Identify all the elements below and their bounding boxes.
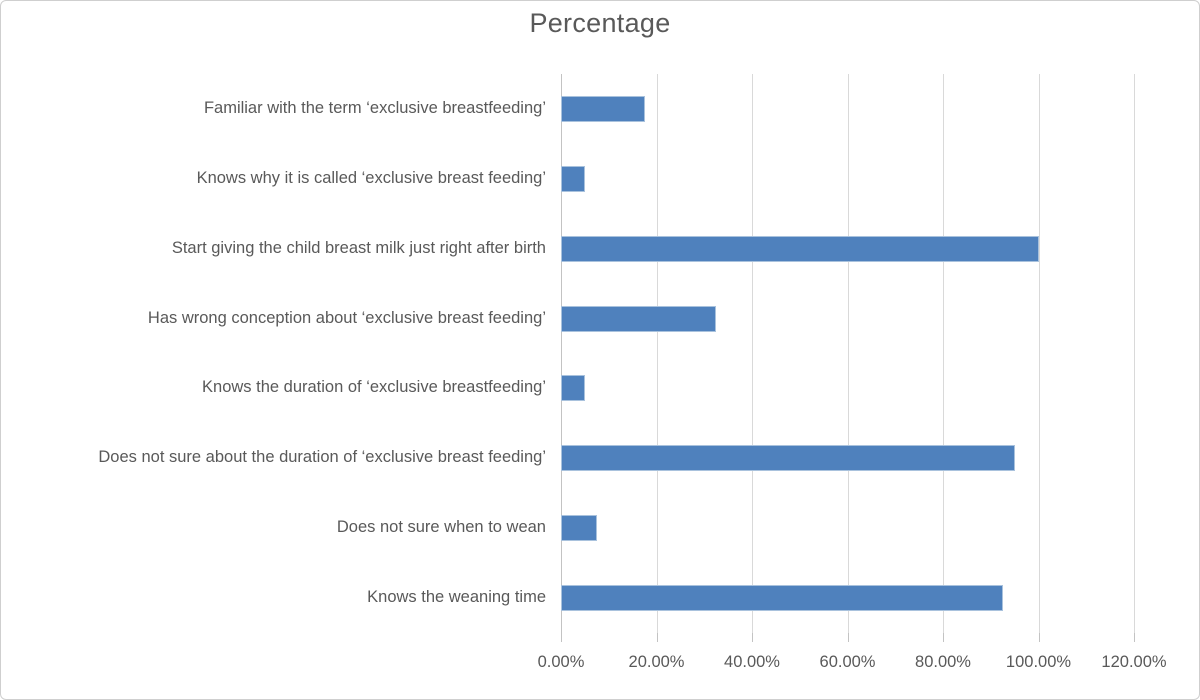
bar	[561, 235, 1039, 262]
gridline	[656, 74, 658, 633]
gridline	[847, 74, 849, 633]
bar	[561, 585, 1003, 612]
value-axis-line	[561, 74, 562, 633]
bar	[561, 375, 585, 402]
axis-tick	[561, 633, 562, 642]
category-label: Has wrong conception about ‘exclusive br…	[147, 308, 546, 327]
gridline	[752, 74, 753, 633]
category-label: Does not sure about the duration of ‘exc…	[98, 448, 546, 467]
x-axis-tick-label: 100.00%	[1005, 653, 1072, 671]
x-axis-tick-label: 0.00%	[537, 653, 585, 671]
axis-tick	[1134, 633, 1135, 642]
axis-tick	[656, 633, 658, 642]
bar	[561, 445, 1015, 472]
x-axis-tick-label: 20.00%	[628, 653, 685, 671]
gridline	[1134, 74, 1135, 633]
x-axis-tick-label: 40.00%	[724, 653, 780, 671]
category-label: Start giving the child breast milk just …	[171, 238, 546, 257]
gridline	[1038, 74, 1040, 633]
category-label: Knows the weaning time	[367, 588, 546, 607]
x-axis-tick-label: 80.00%	[915, 653, 971, 671]
category-label: Does not sure when to wean	[336, 518, 546, 537]
x-axis-tick-label: 60.00%	[819, 653, 876, 671]
axis-tick	[943, 633, 944, 642]
bar	[561, 95, 645, 122]
gridline	[943, 74, 944, 633]
bar	[561, 305, 717, 332]
bar	[561, 515, 597, 542]
chart-title: Percentage	[529, 8, 671, 38]
axis-tick	[1038, 633, 1040, 642]
category-label: Familiar with the term ‘exclusive breast…	[203, 98, 546, 117]
axis-tick	[847, 633, 849, 642]
category-label: Knows why it is called ‘exclusive breast…	[196, 168, 546, 187]
x-axis-tick-label: 120.00%	[1101, 653, 1167, 671]
category-label: Knows the duration of ‘exclusive breastf…	[202, 378, 546, 397]
axis-tick	[752, 633, 753, 642]
bar	[561, 165, 585, 192]
